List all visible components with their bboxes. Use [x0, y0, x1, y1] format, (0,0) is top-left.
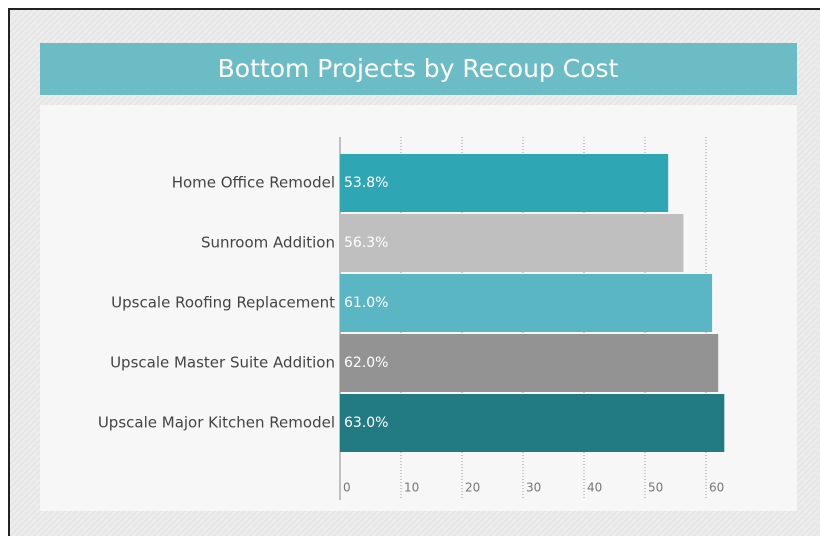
bar [340, 334, 719, 392]
x-tick-label: 0 [343, 481, 351, 495]
x-tick-label: 30 [526, 481, 541, 495]
category-label: Upscale Master Suite Addition [110, 354, 335, 372]
value-label: 62.0% [344, 355, 388, 371]
category-label: Sunroom Addition [201, 234, 335, 252]
category-label: Upscale Major Kitchen Remodel [98, 414, 335, 432]
title-band [40, 43, 797, 95]
x-tick-label: 10 [404, 481, 419, 495]
category-label: Home Office Remodel [172, 174, 335, 192]
x-tick-label: 50 [648, 481, 663, 495]
chart-title: Bottom Projects by Recoup Cost [218, 54, 619, 83]
bar [340, 274, 713, 332]
value-label: 63.0% [344, 415, 388, 431]
category-label: Upscale Roofing Replacement [111, 294, 335, 312]
x-tick-label: 20 [465, 481, 480, 495]
bar [340, 214, 684, 272]
x-tick-label: 60 [709, 481, 724, 495]
bar [340, 394, 725, 452]
value-label: 61.0% [344, 295, 388, 311]
bar [340, 154, 669, 212]
value-label: 56.3% [344, 235, 388, 251]
x-tick-label: 40 [587, 481, 602, 495]
value-label: 53.8% [344, 175, 388, 191]
